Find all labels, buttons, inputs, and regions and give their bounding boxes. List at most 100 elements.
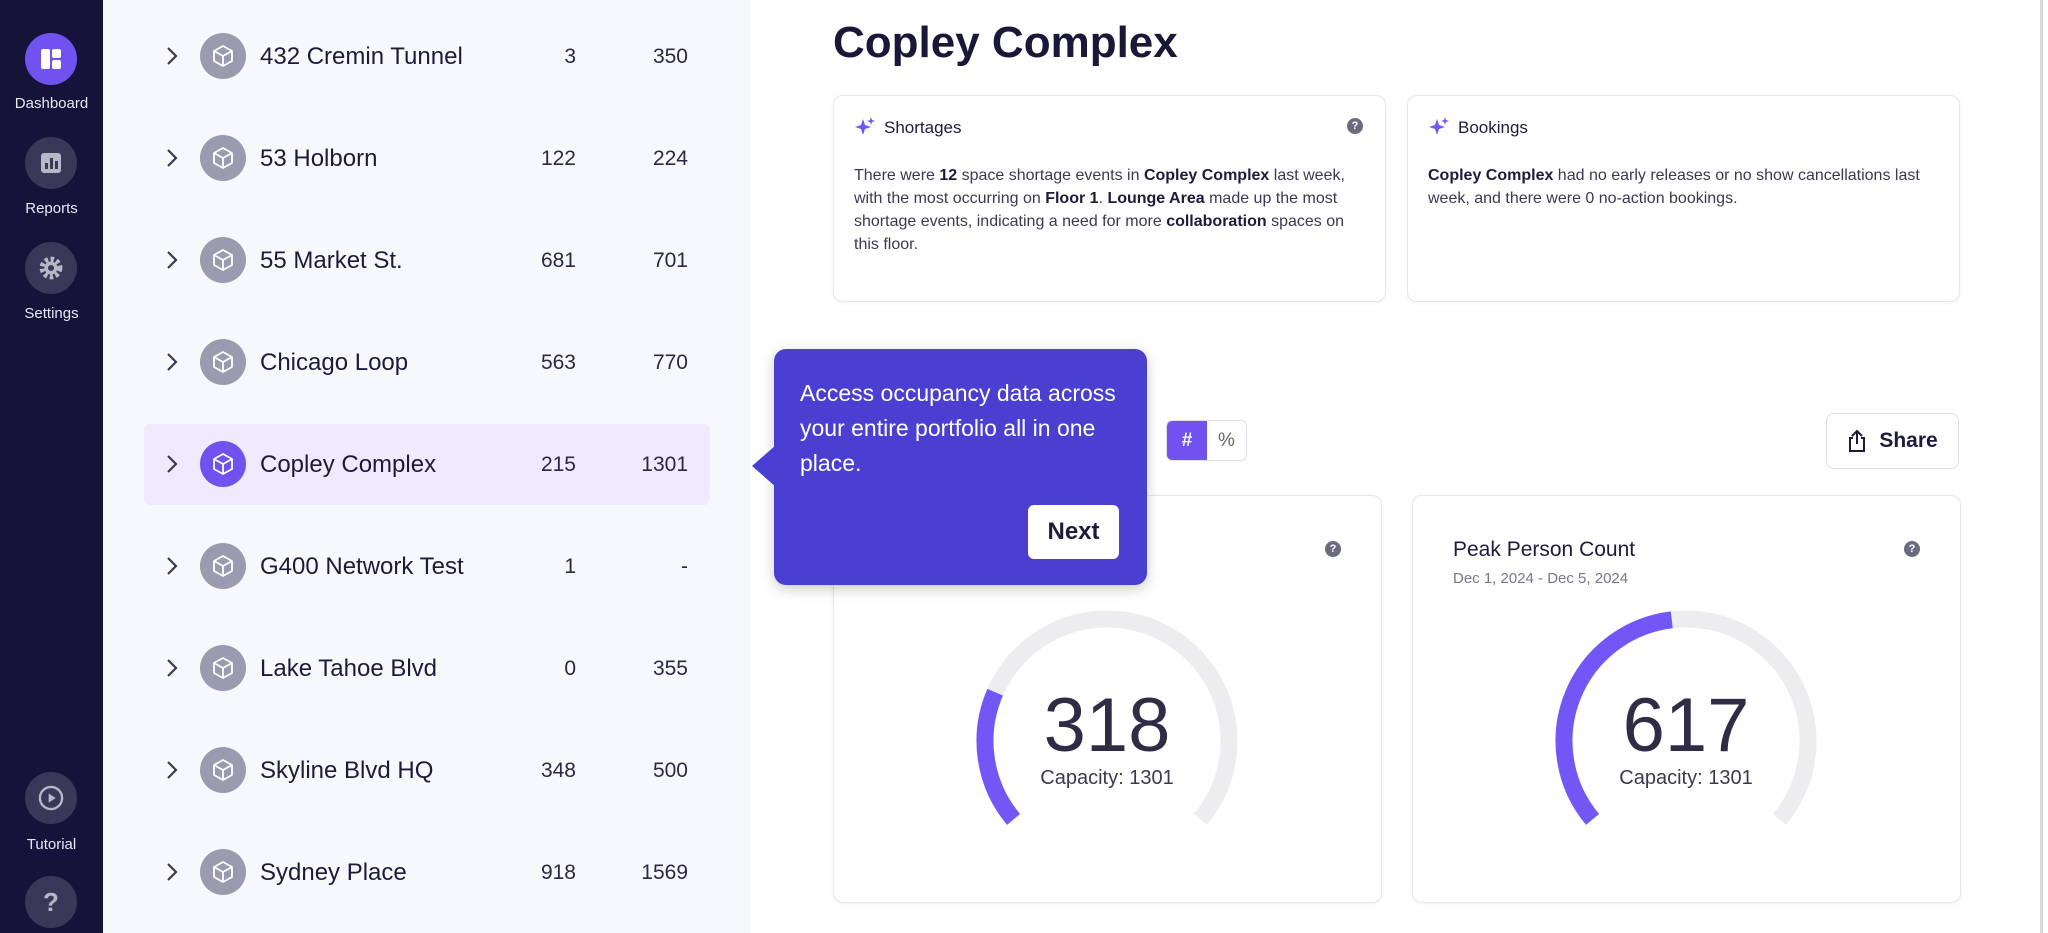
building-name: Copley Complex — [260, 451, 437, 478]
building-capacity: 1569 — [641, 861, 688, 884]
building-count: 348 — [540, 759, 576, 782]
insight-text: space shortage events in — [957, 167, 1144, 184]
building-row[interactable]: 55 Market St. 681 701 — [144, 220, 710, 301]
cube — [213, 657, 233, 679]
cube — [213, 759, 233, 781]
building-name: 55 Market St. — [260, 247, 403, 274]
building-name: Lake Tahoe Blvd — [260, 655, 438, 682]
building-icon — [200, 33, 246, 79]
chevron — [167, 557, 178, 575]
building-count: 3 — [564, 45, 576, 68]
nav-label[interactable]: Reports — [25, 200, 78, 217]
gauge-value: 318 — [1044, 683, 1171, 768]
building-capacity: - — [681, 555, 688, 578]
insight-text: Copley Complex — [1428, 167, 1554, 184]
building-count: 1 — [564, 555, 576, 578]
building-list: 432 Cremin Tunnel 3 350 53 Holborn 122 224 55 … — [103, 0, 750, 933]
building-capacity: 355 — [652, 657, 688, 680]
share-label[interactable]: Share — [1879, 429, 1938, 452]
building-row[interactable]: G400 Network Test 1 - — [144, 526, 710, 607]
building-row[interactable]: Skyline Blvd HQ 348 500 — [144, 730, 710, 811]
building-count: 681 — [540, 249, 576, 272]
chevron — [167, 455, 178, 473]
building-row[interactable]: Copley Complex 215 1301 — [144, 424, 710, 505]
insight-text: collaboration — [1166, 213, 1267, 230]
cube — [213, 147, 233, 169]
gauge-capacity: Capacity: 1301 — [1040, 767, 1173, 789]
gauge-value: 617 — [1623, 683, 1750, 768]
toggle-percent[interactable]: % — [1218, 430, 1235, 451]
help-icon: ? — [1325, 541, 1341, 557]
insight-text: 12 — [939, 167, 958, 184]
toggle-count[interactable]: # — [1167, 421, 1207, 460]
building-icon — [200, 339, 246, 385]
sparkle-icon — [1429, 117, 1449, 135]
toggle: # % — [1166, 420, 1247, 461]
building-icon — [200, 135, 246, 181]
gauge-card: Peak Person Count Dec 1, 2024 - Dec 5, 20… — [1412, 495, 1961, 903]
building-row[interactable]: Lake Tahoe Blvd 0 355 — [144, 628, 710, 709]
nav-label[interactable]: Tutorial — [26, 836, 77, 853]
nav-label[interactable]: Settings — [24, 305, 79, 322]
sparkle-icon — [855, 117, 875, 135]
building-icon — [200, 747, 246, 793]
share-button[interactable]: Share — [1826, 413, 1959, 469]
gauge-fill — [1555, 611, 1673, 825]
dashboard-icon[interactable] — [25, 33, 77, 85]
cube — [213, 453, 233, 475]
tutorial-icon[interactable] — [25, 772, 77, 824]
chevron-path — [167, 149, 178, 167]
building-capacity: 500 — [652, 759, 688, 782]
cube — [213, 555, 233, 577]
chevron-path — [167, 47, 178, 65]
cube — [213, 249, 233, 271]
building-name: 53 Holborn — [260, 145, 378, 172]
page-title: Copley Complex — [833, 18, 1178, 67]
building-row[interactable]: Sydney Place 918 1569 — [144, 832, 710, 913]
chevron — [167, 251, 178, 269]
tooltip-arrow — [752, 445, 776, 487]
settings-icon[interactable] — [25, 242, 77, 294]
gauge-date: Dec 1, 2024 - Dec 5, 2024 — [1453, 570, 1629, 587]
building-row[interactable]: Chicago Loop 563 770 — [144, 322, 710, 403]
gauge-capacity: Capacity: 1301 — [1619, 767, 1752, 789]
chevron — [167, 761, 178, 779]
building-row[interactable]: 53 Holborn 122 224 — [144, 118, 710, 199]
building-count: 918 — [540, 861, 576, 884]
next-button[interactable]: Next — [1028, 505, 1119, 559]
insight-text: Lounge Area — [1107, 190, 1205, 207]
help-icon[interactable]: ? — [25, 876, 77, 928]
building-name: G400 Network Test — [260, 553, 464, 580]
insight-text: spaces on this floor. — [854, 213, 1345, 253]
building-capacity: 701 — [652, 249, 688, 272]
building-icon — [200, 645, 246, 691]
building-capacity: 350 — [652, 45, 688, 68]
building-name: Chicago Loop — [260, 349, 409, 376]
chevron-path — [167, 659, 178, 677]
chevron-path — [167, 863, 178, 881]
building-count: 563 — [540, 351, 576, 374]
building-capacity: 224 — [652, 147, 688, 170]
reports-icon[interactable] — [25, 137, 77, 189]
building-capacity: 770 — [652, 351, 688, 374]
insight-card: Bookings Copley Complex had no early rele… — [1407, 95, 1960, 302]
chevron-path — [167, 761, 178, 779]
building-count: 215 — [540, 453, 576, 476]
chevron-path — [167, 557, 178, 575]
building-row[interactable]: 432 Cremin Tunnel 3 350 — [144, 16, 710, 97]
nav-label[interactable]: Dashboard — [14, 95, 89, 112]
sparkle — [855, 117, 875, 135]
cube — [213, 861, 233, 883]
help-icon: ? — [1347, 118, 1363, 134]
chevron — [167, 863, 178, 881]
building-icon — [200, 441, 246, 487]
sidebar: Dashboard Reports Settings Tutorial ? — [0, 0, 103, 933]
chevron — [167, 47, 178, 65]
share-icon — [1849, 429, 1866, 452]
tooltip-text: Access occupancy data across your entire… — [800, 380, 1116, 476]
insight-body: Copley Complex had no early releases or … — [1428, 164, 1935, 210]
cube — [213, 351, 233, 373]
insight-text: made up the most shortage events, indica… — [854, 190, 1338, 230]
